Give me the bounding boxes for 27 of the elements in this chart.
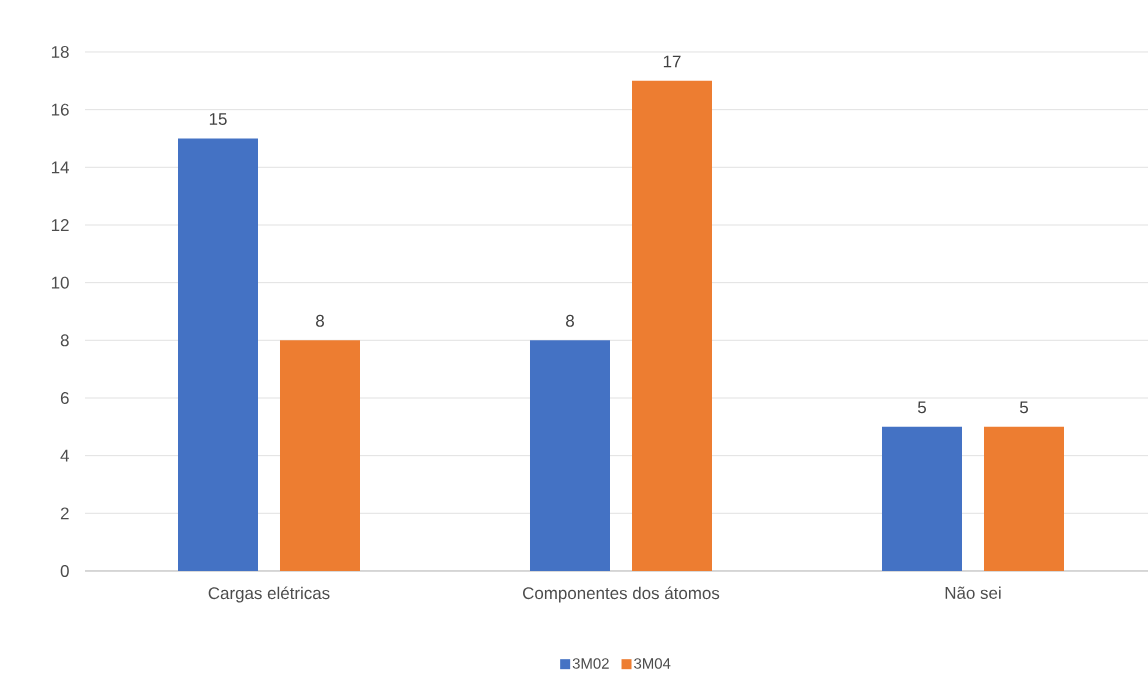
y-tick-label: 0 [60,564,69,577]
bar [530,340,610,571]
bar [178,138,258,571]
data-label: 8 [566,314,574,327]
data-label: 5 [1019,401,1028,414]
y-tick-label: 2 [60,507,69,520]
y-tick-label: 8 [60,334,69,347]
y-tick-label: 10 [51,276,69,289]
y-tick-label: 14 [51,161,69,174]
y-tick-label: 18 [51,45,69,58]
y-tick-label: 4 [60,449,69,462]
y-tick-label: 16 [51,103,69,116]
x-tick-label: Cargas elétricas [208,586,330,603]
data-label: 8 [316,314,324,327]
bar [984,426,1064,571]
data-label: 17 [663,55,681,68]
legend-label: 3M04 [634,658,671,669]
legend-label: 3M02 [572,658,609,669]
x-tick-label: Não sei [945,586,1001,599]
bar [882,426,962,571]
y-tick-label: 12 [51,219,69,231]
bar [632,80,712,571]
y-tick-label: 6 [60,391,69,404]
data-label: 5 [917,401,926,414]
data-label: 15 [209,113,227,125]
bar [280,340,360,571]
x-tick-label: Componentes dos átomos [523,586,720,603]
